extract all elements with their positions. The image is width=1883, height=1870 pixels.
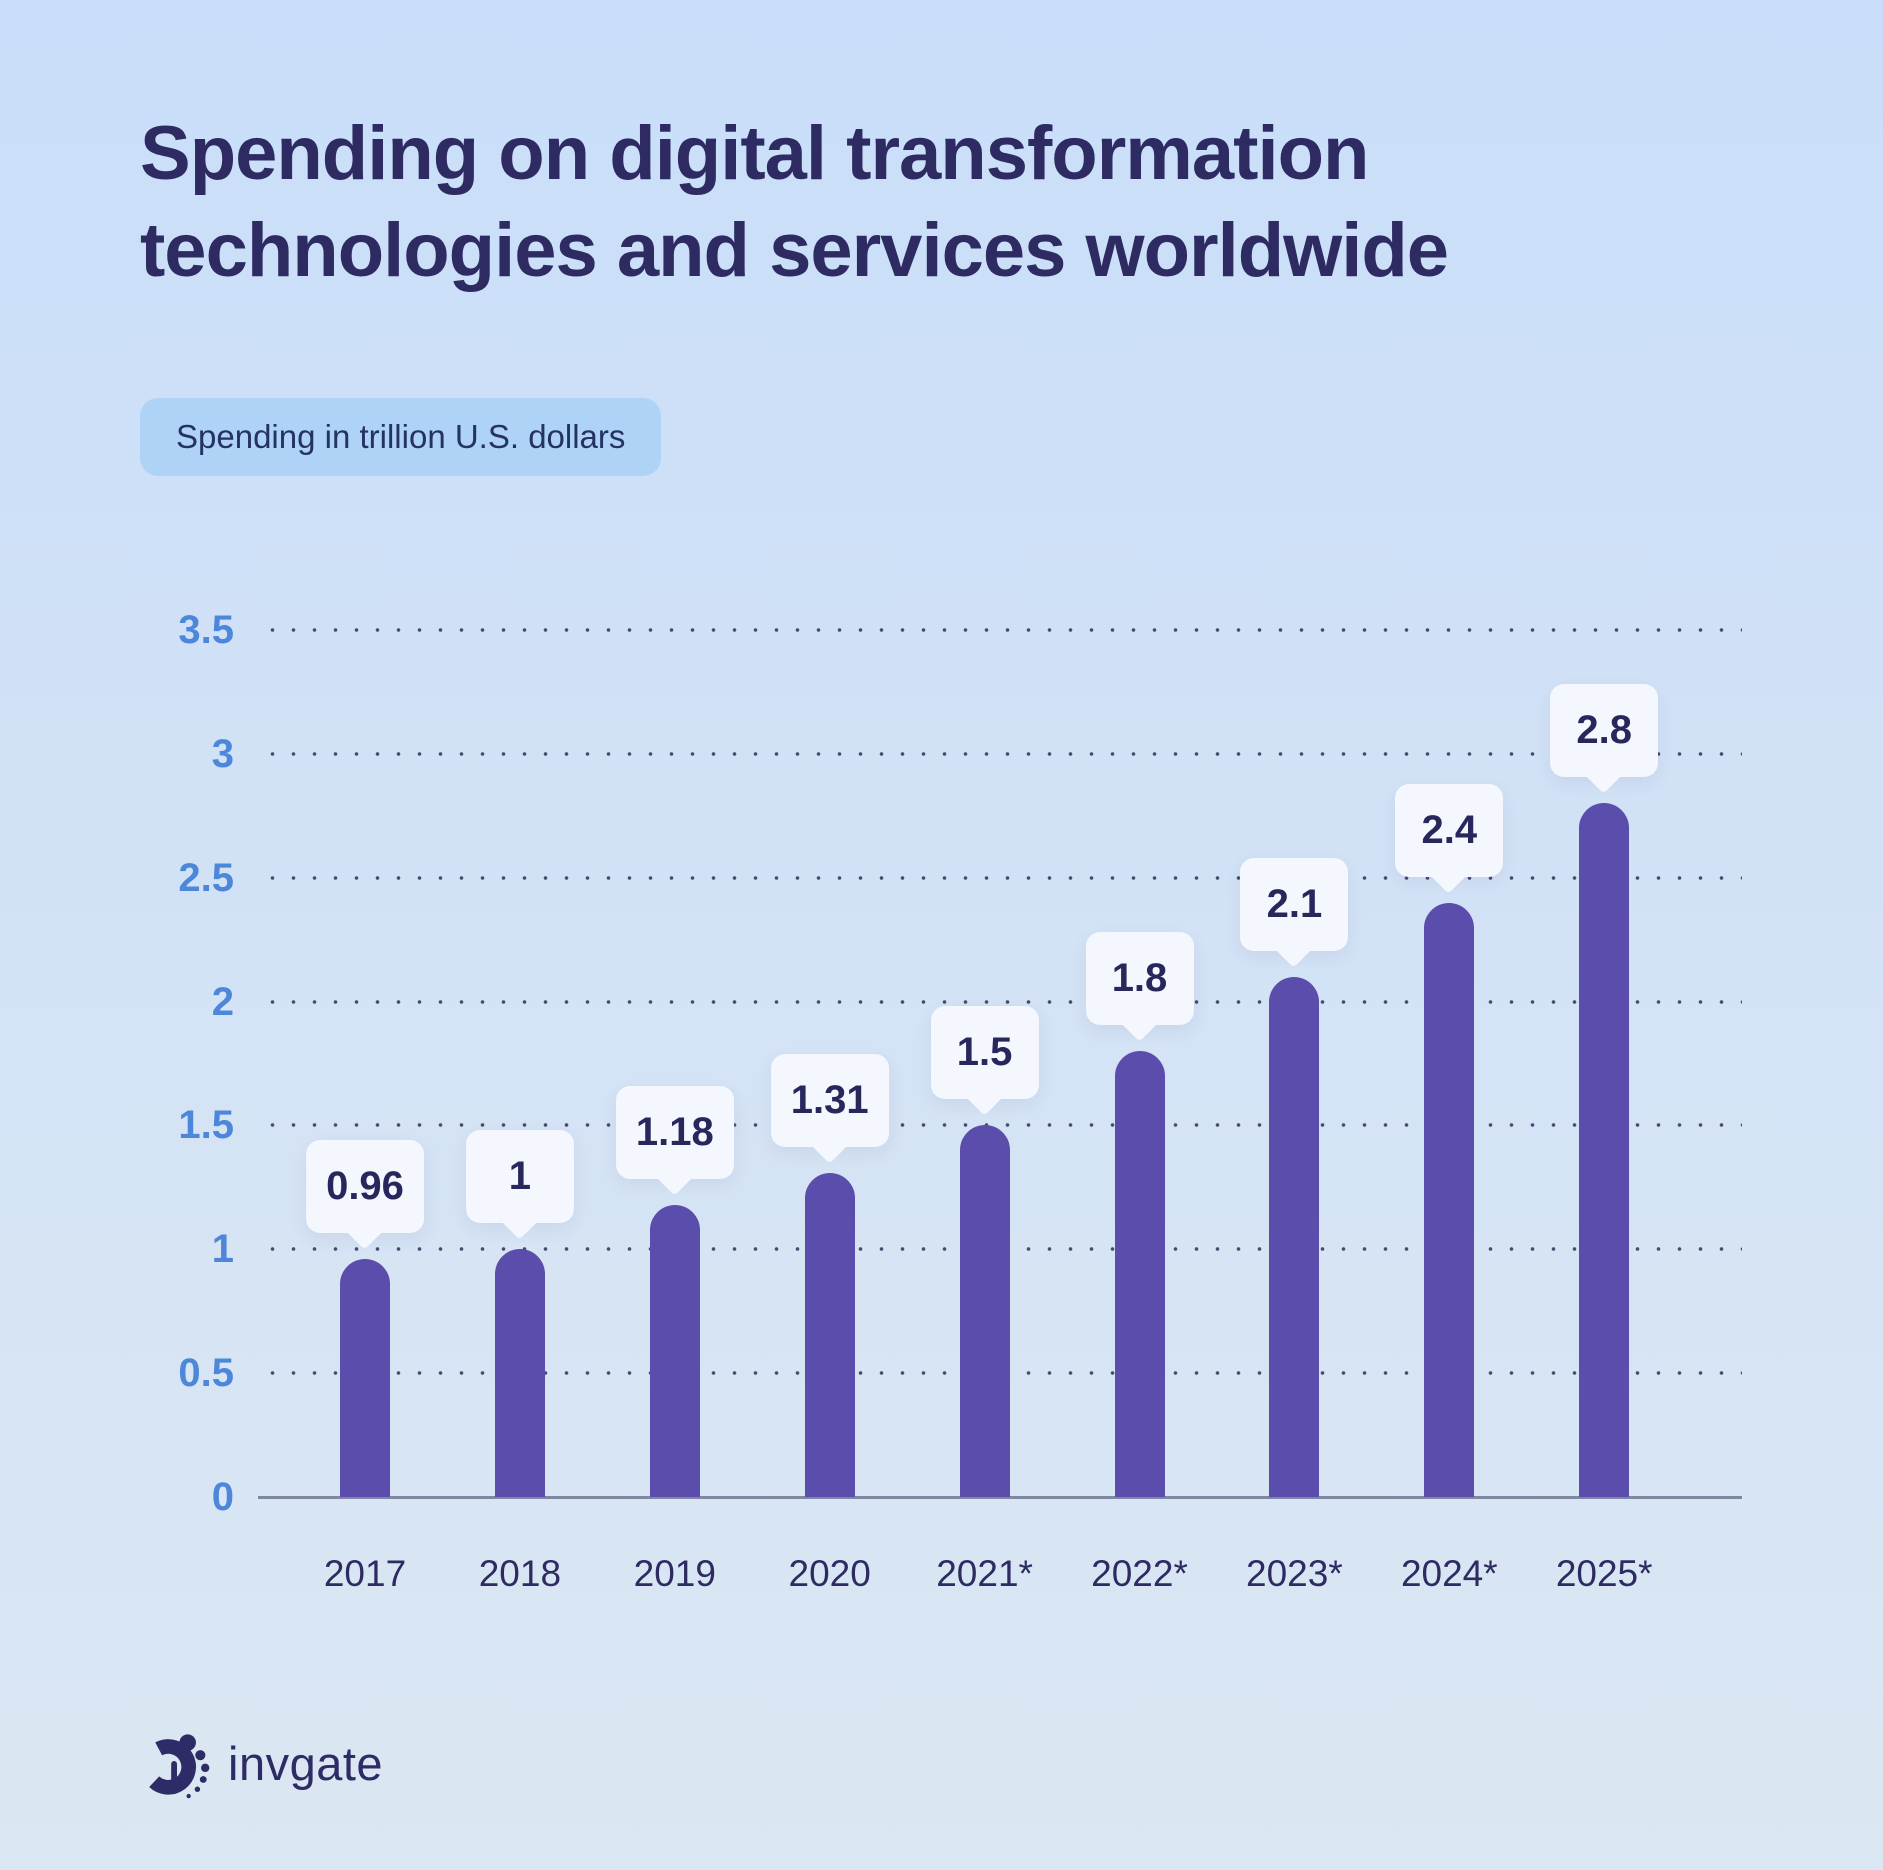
y-axis-tick-label: 1.5 xyxy=(178,1103,234,1148)
y-axis-tick-label: 0 xyxy=(211,1475,234,1519)
x-axis-label: 2020 xyxy=(788,1553,871,1594)
y-axis-tick-label: 2 xyxy=(211,979,234,1024)
invgate-logo-text: invgate xyxy=(228,1736,384,1790)
y-axis-tick-label: 3.5 xyxy=(178,608,234,652)
x-axis-label: 2022* xyxy=(1091,1553,1188,1594)
value-callout: 0.96 xyxy=(306,1140,424,1234)
value-callout: 1 xyxy=(465,1130,574,1224)
bar-2017 xyxy=(340,1259,390,1497)
bar-2019 xyxy=(649,1204,700,1497)
value-callout: 1.8 xyxy=(1085,932,1194,1026)
plot-area: 0 0.5 1 1.5 2 2.5 3 3.5 0.96 2017 1 2018 1.18 2019 1.3… xyxy=(178,608,1742,1594)
unit-badge: Spending in trillion U.S. dollars xyxy=(140,398,662,476)
x-axis-label: 2017 xyxy=(323,1553,407,1594)
x-axis-label: 2021* xyxy=(936,1553,1033,1594)
gridline-2 xyxy=(262,999,1742,1004)
gridline-3.5 xyxy=(262,628,1742,632)
bar-2018 xyxy=(494,1249,545,1497)
x-axis-label: 2023* xyxy=(1246,1553,1343,1594)
x-axis-label: 2018 xyxy=(478,1553,562,1594)
title-line-2: technologies and services worldwide xyxy=(140,207,1449,293)
title-line-1: Spending on digital transformation xyxy=(140,111,1369,196)
y-axis-tick-label: 3 xyxy=(211,731,234,776)
y-axis-tick-label: 1 xyxy=(211,1227,234,1272)
y-axis-tick-label: 2.5 xyxy=(178,855,234,900)
x-axis-label: 2024* xyxy=(1400,1553,1498,1594)
gridline-1.5 xyxy=(262,1123,1742,1128)
invgate-logo-icon xyxy=(142,1734,210,1799)
x-axis-line xyxy=(258,1496,1742,1499)
page-title: Spending on digital transformation techn… xyxy=(140,106,1449,299)
bar-2023 xyxy=(1269,976,1320,1497)
y-axis-tick-label: 0.5 xyxy=(178,1351,234,1396)
gridline-3 xyxy=(262,751,1742,756)
bar-2024 xyxy=(1424,902,1475,1497)
bar-2020 xyxy=(804,1172,855,1497)
value-callout: 2.8 xyxy=(1550,684,1659,778)
x-axis-label: 2019 xyxy=(633,1553,716,1594)
value-callout: 2.1 xyxy=(1240,857,1349,951)
x-axis-label: 2025* xyxy=(1555,1553,1653,1594)
invgate-logo: invgate xyxy=(142,1726,383,1800)
bar-2022 xyxy=(1114,1051,1165,1497)
bar-2021 xyxy=(959,1125,1010,1497)
value-callout: 1.5 xyxy=(930,1006,1039,1100)
value-callout: 1.18 xyxy=(615,1085,734,1179)
bar-2025 xyxy=(1579,803,1630,1497)
value-callout: 2.4 xyxy=(1395,783,1504,877)
gridline-2.5 xyxy=(262,875,1742,880)
value-callout: 1.31 xyxy=(770,1053,889,1147)
